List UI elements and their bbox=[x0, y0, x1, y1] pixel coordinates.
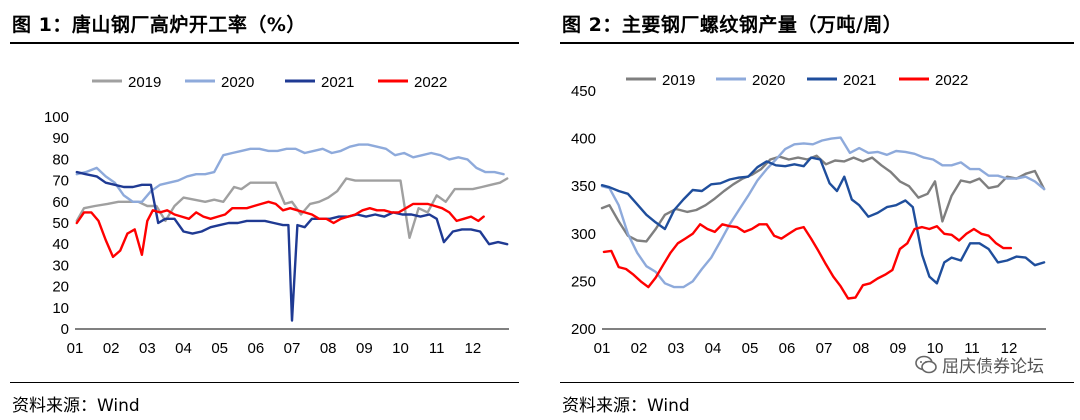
x-tick-label: 02 bbox=[631, 340, 648, 357]
legend-label-2022: 2022 bbox=[414, 74, 447, 91]
y-tick-label: 100 bbox=[44, 109, 69, 126]
source-note: 资料来源：Wind bbox=[12, 396, 140, 416]
y-tick-label: 30 bbox=[52, 257, 69, 274]
blast-furnace-chart: 0 10 20 30 40 50 60 70 80 90 100 01 02 03 04 05 06 07 08 09… bbox=[44, 74, 509, 357]
legend-label-2020: 2020 bbox=[221, 74, 254, 91]
x-tick-label: 01 bbox=[594, 340, 611, 357]
series-line-2022 bbox=[75, 200, 485, 259]
legend-label-2022: 2022 bbox=[935, 72, 968, 89]
x-tick-label: 09 bbox=[890, 340, 907, 357]
source-note: 资料来源：Wind bbox=[562, 396, 690, 416]
series-line-2022 bbox=[602, 223, 1013, 300]
series-line-2021 bbox=[600, 156, 1046, 285]
figure-title: 图 1：唐山钢厂高炉开工率（%） bbox=[12, 14, 306, 36]
x-tick-label: 11 bbox=[964, 340, 980, 357]
x-tick-label: 05 bbox=[742, 340, 759, 357]
figure-title: 图 2：主要钢厂螺纹钢产量（万吨/周） bbox=[562, 14, 903, 36]
legend-label-2021: 2021 bbox=[843, 72, 876, 89]
y-tick-label: 60 bbox=[52, 194, 69, 211]
y-tick-label: 350 bbox=[571, 178, 596, 195]
panel-rebar-output: 图 2：主要钢厂螺纹钢产量（万吨/周） 200 250 300 350 400 450 01… bbox=[550, 0, 1080, 420]
wechat-icon bbox=[915, 355, 937, 373]
title-divider bbox=[10, 42, 519, 44]
legend-label-2021: 2021 bbox=[321, 74, 354, 91]
y-tick-label: 250 bbox=[571, 273, 596, 290]
x-tick-label: 12 bbox=[1001, 340, 1018, 357]
x-tick-label: 10 bbox=[392, 340, 409, 357]
watermark: 屈庆债券论坛 bbox=[915, 352, 1044, 377]
y-tick-label: 40 bbox=[52, 236, 69, 253]
y-tick-label: 70 bbox=[52, 173, 69, 190]
y-tick-label: 0 bbox=[61, 321, 69, 338]
x-tick-label: 09 bbox=[356, 340, 373, 357]
y-tick-label: 300 bbox=[571, 226, 596, 243]
x-tick-label: 12 bbox=[464, 340, 481, 357]
x-tick-label: 01 bbox=[67, 340, 84, 357]
y-tick-label: 20 bbox=[52, 279, 69, 296]
x-tick-label: 03 bbox=[668, 340, 685, 357]
x-tick-label: 08 bbox=[853, 340, 870, 357]
x-tick-label: 07 bbox=[284, 340, 301, 357]
y-tick-label: 50 bbox=[52, 215, 69, 232]
series-line-2020 bbox=[600, 136, 1046, 289]
x-tick-label: 11 bbox=[429, 340, 445, 357]
x-tick-label: 10 bbox=[927, 340, 944, 357]
y-tick-label: 90 bbox=[52, 130, 69, 147]
source-divider bbox=[560, 382, 1074, 383]
watermark-text: 屈庆债券论坛 bbox=[942, 357, 1044, 377]
x-tick-label: 06 bbox=[247, 340, 264, 357]
y-tick-label: 400 bbox=[571, 131, 596, 148]
x-tick-label: 06 bbox=[779, 340, 796, 357]
title-divider bbox=[560, 42, 1074, 44]
series-line-2021 bbox=[75, 170, 509, 322]
y-tick-label: 10 bbox=[52, 300, 69, 317]
x-tick-label: 07 bbox=[816, 340, 833, 357]
y-tick-label: 80 bbox=[52, 151, 69, 168]
panel-blast-furnace: 图 1：唐山钢厂高炉开工率（%） 0 10 20 30 40 50 60 70 80 90 100 0… bbox=[0, 0, 525, 420]
x-tick-label: 04 bbox=[705, 340, 722, 357]
series-line-2020 bbox=[75, 143, 505, 204]
rebar-output-chart: 200 250 300 350 400 450 01 02 03 04 05 06 07 08 09 10 11… bbox=[571, 72, 1046, 357]
x-tick-label: 08 bbox=[320, 340, 337, 357]
legend-label-2019: 2019 bbox=[662, 72, 695, 89]
x-tick-label: 04 bbox=[175, 340, 192, 357]
y-tick-label: 450 bbox=[571, 83, 596, 100]
source-divider bbox=[10, 382, 519, 383]
x-tick-label: 05 bbox=[211, 340, 228, 357]
legend-label-2020: 2020 bbox=[752, 72, 785, 89]
x-tick-label: 03 bbox=[139, 340, 156, 357]
y-tick-label: 200 bbox=[571, 321, 596, 338]
x-tick-label: 02 bbox=[103, 340, 120, 357]
legend-label-2019: 2019 bbox=[128, 74, 161, 91]
